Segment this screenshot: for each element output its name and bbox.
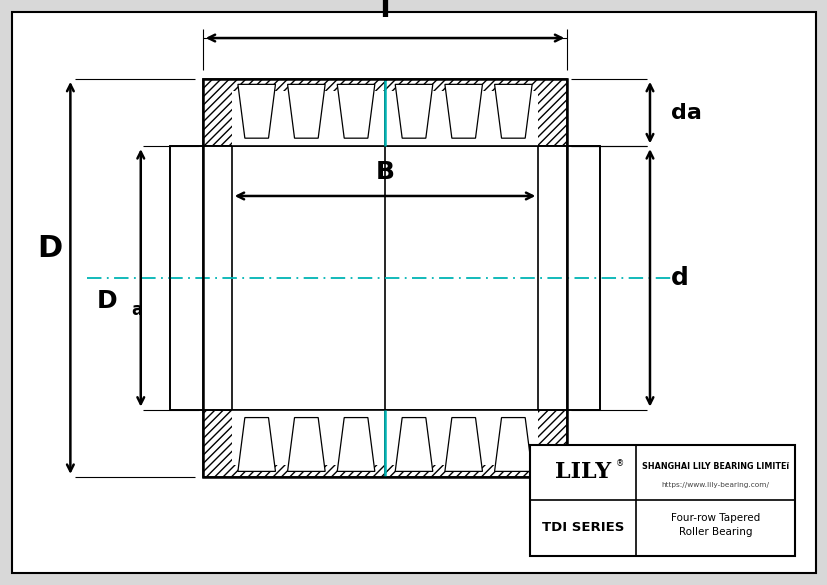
Text: SHANGHAI LILY BEARING LIMITEǐ: SHANGHAI LILY BEARING LIMITEǐ bbox=[641, 462, 788, 472]
Text: D: D bbox=[37, 234, 62, 263]
Text: ®: ® bbox=[615, 459, 624, 468]
Bar bbox=[203, 79, 566, 477]
Polygon shape bbox=[394, 84, 433, 138]
Bar bbox=[203, 410, 566, 477]
Polygon shape bbox=[444, 84, 482, 138]
Polygon shape bbox=[494, 418, 532, 472]
Polygon shape bbox=[337, 418, 375, 472]
Text: a: a bbox=[131, 301, 141, 319]
Bar bbox=[232, 410, 538, 465]
Text: d: d bbox=[670, 266, 688, 290]
Bar bbox=[529, 445, 794, 556]
Polygon shape bbox=[287, 84, 325, 138]
Bar bbox=[566, 146, 600, 410]
Text: LILY: LILY bbox=[554, 462, 610, 483]
Text: TDI SERIES: TDI SERIES bbox=[541, 521, 624, 535]
Polygon shape bbox=[444, 418, 482, 472]
Polygon shape bbox=[337, 84, 375, 138]
Polygon shape bbox=[237, 84, 275, 138]
Bar bbox=[170, 146, 203, 410]
Bar bbox=[170, 146, 600, 410]
Polygon shape bbox=[287, 418, 325, 472]
Text: D: D bbox=[97, 289, 117, 314]
Bar bbox=[232, 91, 538, 146]
Polygon shape bbox=[237, 418, 275, 472]
Text: Four-row Tapered
Roller Bearing: Four-row Tapered Roller Bearing bbox=[670, 512, 759, 536]
Text: https://www.lily-bearing.com/: https://www.lily-bearing.com/ bbox=[661, 481, 768, 488]
Polygon shape bbox=[394, 418, 433, 472]
Text: T: T bbox=[375, 0, 394, 23]
Text: B: B bbox=[375, 160, 394, 184]
Polygon shape bbox=[494, 84, 532, 138]
Text: da: da bbox=[670, 102, 700, 123]
Bar bbox=[203, 79, 566, 146]
